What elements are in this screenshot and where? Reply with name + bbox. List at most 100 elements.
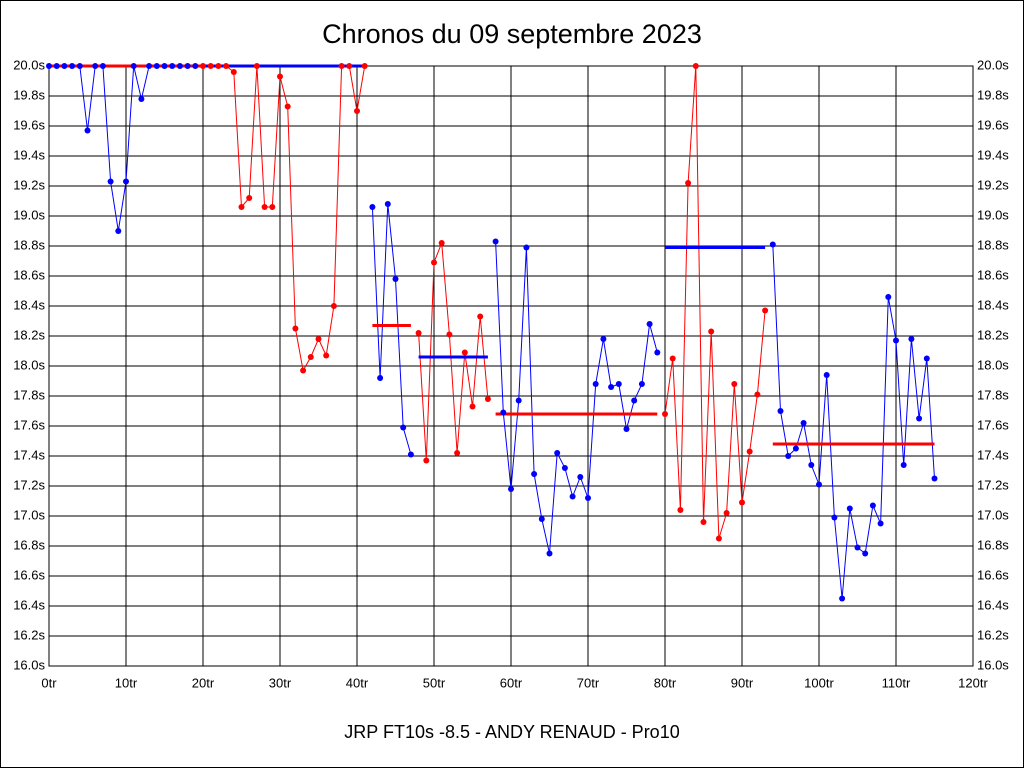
y-tick-label: 20.0s [13,57,45,72]
y-tick-label: 16.2s [13,627,45,642]
data-point [431,259,437,266]
data-point [531,471,538,477]
data-point [292,325,299,332]
data-point [923,355,930,362]
data-point [477,313,484,320]
data-point [715,535,722,542]
data-point [869,502,876,509]
y2-tick-label: 19.4s [977,147,1009,162]
data-point [92,63,99,69]
data-point [908,336,915,342]
y-tick-label: 16.6s [13,567,45,582]
x-tick-label: 90tr [731,675,754,690]
series-line [664,65,766,539]
y-tick-label: 16.8s [13,537,45,552]
data-point [69,63,76,69]
x-tick-label: 10tr [115,675,138,690]
data-point [76,63,83,69]
data-point [839,595,846,602]
data-point [469,403,476,410]
data-point [731,381,738,387]
x-tick-label: 0tr [41,675,57,690]
data-point [592,381,599,387]
x-tick-label: 70tr [577,675,600,690]
x-tick-label: 30tr [269,675,292,690]
y2-tick-label: 20.0s [977,57,1009,72]
y2-tick-label: 18.6s [977,267,1009,282]
series-line [203,65,366,372]
data-point [330,303,337,309]
data-point [238,204,245,210]
data-point [176,63,183,69]
y-tick-label: 19.0s [13,207,45,222]
data-point [808,462,815,468]
data-point [130,63,137,69]
x-tick-label: 80tr [654,675,677,690]
x-tick-label: 120tr [958,675,988,690]
data-point [492,238,499,245]
y-tick-label: 19.4s [13,147,45,162]
data-point [161,63,168,69]
data-point [207,63,214,69]
data-point [508,486,514,492]
data-point [169,63,176,69]
data-point [854,544,861,551]
data-point [384,201,391,207]
data-point [115,228,122,234]
data-point [916,415,923,422]
data-point [685,180,692,186]
data-point [323,352,330,359]
data-point [284,103,291,110]
data-point [361,63,368,69]
data-point [646,321,653,327]
data-point [230,69,237,75]
data-point [538,516,545,522]
data-point [438,240,445,246]
series-line [418,242,489,461]
chart-subtitle: JRP FT10s -8.5 - ANDY RENAUD - Pro10 [344,722,679,742]
data-point [554,450,561,456]
y-tick-label: 18.2s [13,327,45,342]
data-point [200,63,206,69]
data-point [800,420,807,426]
y2-tick-label: 16.0s [977,657,1009,672]
y2-tick-label: 17.8s [977,387,1009,402]
data-point [253,63,260,69]
y2-tick-label: 17.4s [977,447,1009,462]
data-point [785,453,792,459]
data-point [300,367,307,374]
data-point [708,328,715,335]
data-point [338,63,345,69]
x-tick-label: 110tr [882,675,911,690]
y-tick-label: 17.2s [13,477,45,492]
data-point [692,63,699,69]
data-point [369,204,376,210]
data-point [654,349,661,356]
data-point [569,493,576,500]
data-point [46,63,52,69]
y2-tick-label: 16.4s [977,597,1009,612]
y2-tick-label: 17.2s [977,477,1009,492]
data-point [407,451,414,458]
data-point [192,63,199,69]
data-point [662,411,668,417]
data-point [523,244,530,251]
data-point [484,396,491,402]
data-point [846,505,853,512]
y-tick-label: 17.8s [13,387,45,402]
data-point [415,330,422,336]
data-point [354,108,360,114]
data-point [900,462,907,468]
y2-tick-label: 18.0s [977,357,1009,372]
y-tick-label: 18.8s [13,237,45,252]
y-tick-label: 18.4s [13,297,45,312]
x-tick-label: 20tr [192,675,215,690]
x-tick-label: 40tr [346,675,369,690]
data-point [777,408,784,414]
data-point [277,73,283,80]
data-point [515,397,522,404]
data-point [877,520,884,527]
data-point [769,241,776,248]
data-point [500,409,507,416]
data-point [585,495,591,501]
